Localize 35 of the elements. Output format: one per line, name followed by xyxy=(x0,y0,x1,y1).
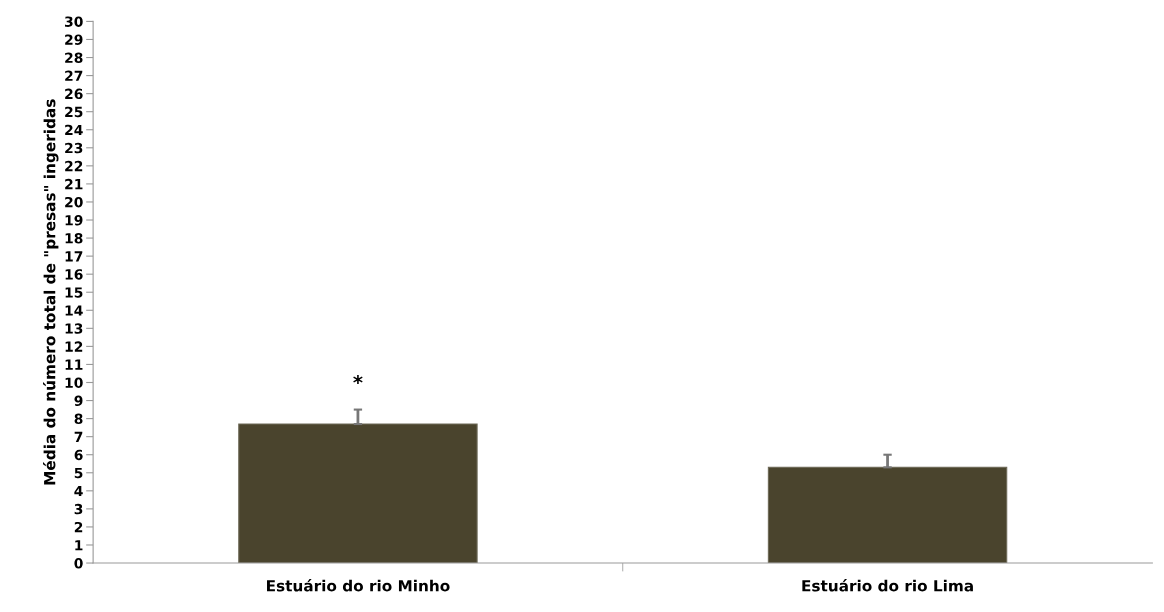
y-tick-label: 26 xyxy=(65,88,83,100)
y-tick-label: 8 xyxy=(74,413,83,425)
y-tick-label: 18 xyxy=(65,233,83,244)
y-tick-label: 0 xyxy=(74,558,83,569)
y-tick-label: 30 xyxy=(65,16,83,27)
y-tick-label: 13 xyxy=(65,323,83,334)
y-tick-label: 5 xyxy=(74,467,83,479)
y-tick-label: 4 xyxy=(74,485,83,497)
y-axis-title: Média do número total de "presas" ingeridas xyxy=(43,99,59,485)
y-tick-label: 9 xyxy=(74,395,83,407)
y-tick-label: 19 xyxy=(65,215,83,226)
y-tick-label: 1 xyxy=(75,540,83,551)
y-tick-label: 15 xyxy=(65,287,83,298)
y-tick-label: 3 xyxy=(74,503,83,515)
y-tick-label: 27 xyxy=(65,70,83,81)
y-tick-label: 23 xyxy=(65,142,83,154)
y-tick-label: 20 xyxy=(65,196,83,208)
y-tick-label: 14 xyxy=(65,305,83,316)
y-tick-label: 17 xyxy=(65,251,83,262)
x-tick-label: Estuário do rio Lima xyxy=(802,579,973,592)
y-tick-label: 7 xyxy=(74,431,83,442)
y-tick-label: 11 xyxy=(65,359,83,370)
y-tick-label: 22 xyxy=(65,160,83,172)
y-tick-label: 28 xyxy=(65,52,83,63)
y-tick-label: 10 xyxy=(65,377,83,388)
y-tick-label: 6 xyxy=(74,449,83,461)
y-tick-label: 25 xyxy=(65,106,83,118)
x-tick-label: Estuário do rio Minho xyxy=(267,579,450,592)
y-tick-label: 16 xyxy=(65,269,83,280)
y-tick-label: 29 xyxy=(65,34,83,45)
y-tick-label: 24 xyxy=(65,124,83,136)
y-tick-label: 2 xyxy=(74,521,83,533)
y-tick-label: 21 xyxy=(65,178,83,190)
annotation: * xyxy=(353,374,363,385)
y-tick-label: 12 xyxy=(65,341,83,352)
